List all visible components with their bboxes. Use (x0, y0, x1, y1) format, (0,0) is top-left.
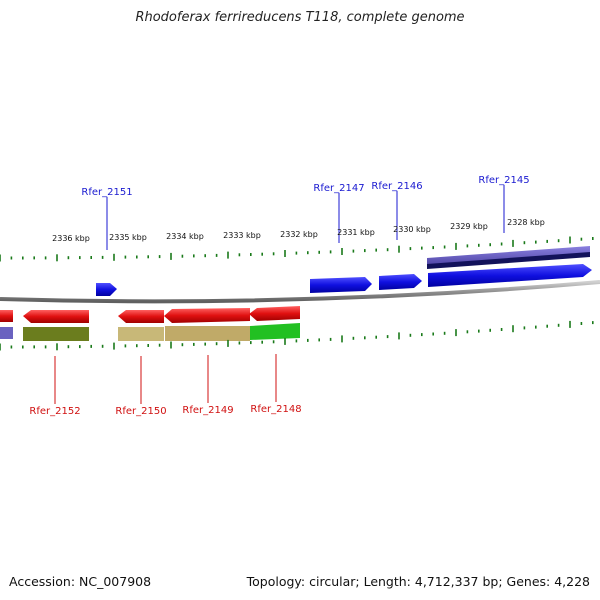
gene-arrow-rfer-2147[interactable] (310, 277, 372, 293)
scale-label: 2336 kbp (52, 234, 90, 243)
scale-label: 2334 kbp (166, 232, 204, 241)
scale-label: 2332 kbp (280, 230, 318, 239)
gene-arrow-rfer-2150[interactable] (118, 310, 164, 323)
cog-bar[interactable] (427, 252, 590, 269)
cog-bar[interactable] (118, 327, 164, 341)
scale-ticks-top (0, 236, 594, 262)
gene-label[interactable]: Rfer_2151 (81, 187, 132, 198)
gene-leader-lines (54, 185, 505, 404)
gene-arrow-rfer-2152[interactable] (23, 310, 89, 323)
gene-labels: Rfer_2151 Rfer_2147 Rfer_2146 Rfer_2145 … (29, 175, 529, 417)
gene-arrow-partial[interactable] (0, 310, 13, 322)
scale-label: 2328 kbp (507, 218, 545, 227)
gene-label[interactable]: Rfer_2146 (371, 181, 422, 192)
cog-bar[interactable] (23, 327, 89, 341)
gene-label[interactable]: Rfer_2150 (115, 406, 166, 417)
forward-cog-track (427, 246, 590, 269)
genome-title: Rhodoferax ferrireducens T118, complete … (135, 10, 465, 25)
accession-text: Accession: NC_007908 (9, 574, 152, 589)
gene-arrow-rfer-2149[interactable] (164, 308, 250, 323)
gene-arrow-rfer-2146[interactable] (379, 274, 422, 290)
cog-bar[interactable] (165, 326, 250, 341)
scale-label: 2333 kbp (223, 231, 261, 240)
genome-summary-text: Topology: circular; Length: 4,712,337 bp… (246, 574, 590, 589)
reverse-cog-track (0, 323, 300, 341)
gene-label[interactable]: Rfer_2149 (182, 405, 233, 416)
scale-label: 2330 kbp (393, 225, 431, 234)
genome-backbone (0, 280, 600, 304)
scale-label: 2331 kbp (337, 228, 375, 237)
gene-label[interactable]: Rfer_2145 (478, 175, 529, 186)
scale-labels: 2336 kbp 2335 kbp 2334 kbp 2333 kbp 2332… (52, 218, 545, 243)
scale-ticks-bottom (0, 320, 594, 351)
gene-label[interactable]: Rfer_2147 (313, 183, 364, 194)
scale-label: 2329 kbp (450, 222, 488, 231)
reverse-gene-track (0, 306, 300, 323)
forward-gene-track (96, 264, 592, 296)
gene-arrow-rfer-2145[interactable] (428, 264, 592, 287)
cog-bar[interactable] (250, 323, 300, 340)
gene-label[interactable]: Rfer_2152 (29, 406, 80, 417)
gene-arrow-rfer-2151[interactable] (96, 283, 117, 296)
cog-bar[interactable] (0, 327, 13, 339)
scale-label: 2335 kbp (109, 233, 147, 242)
gene-arrow-rfer-2148[interactable] (249, 306, 300, 321)
gene-label[interactable]: Rfer_2148 (250, 404, 301, 415)
